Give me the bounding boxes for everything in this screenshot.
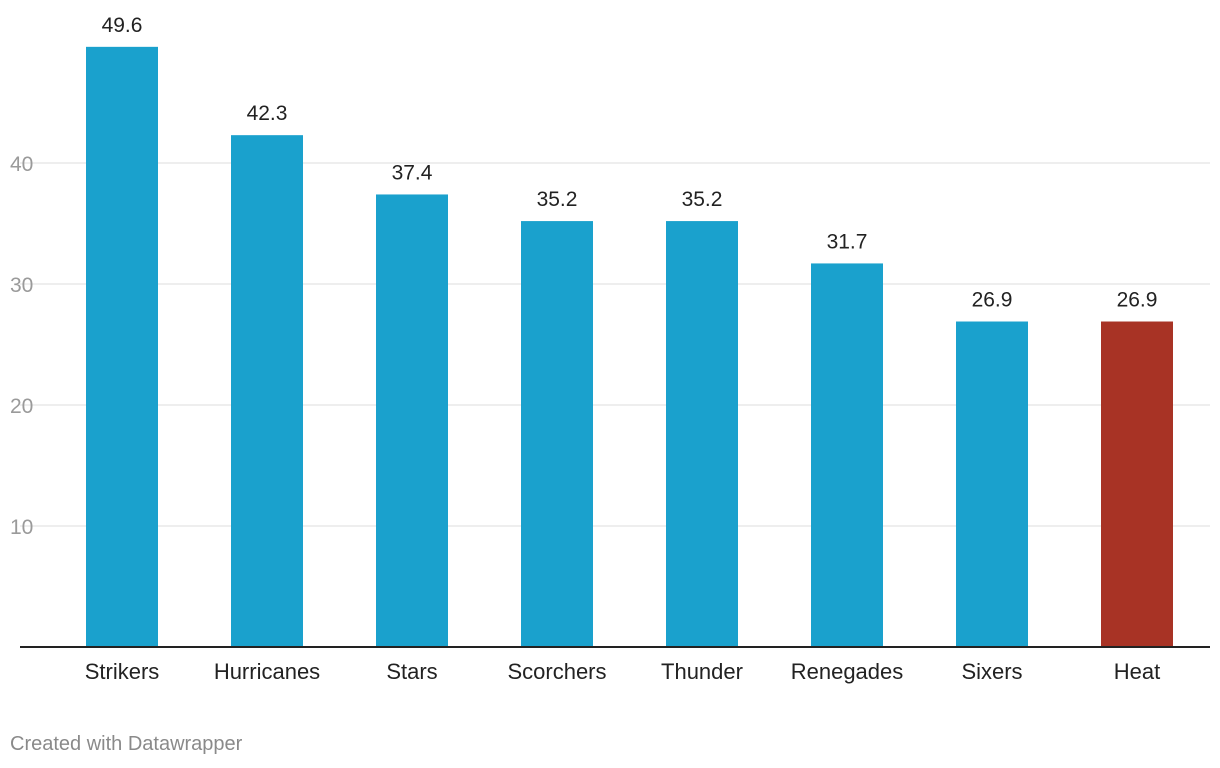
x-label-hurricanes: Hurricanes	[214, 659, 320, 684]
x-label-heat: Heat	[1114, 659, 1160, 684]
value-label-stars: 37.4	[392, 161, 433, 184]
value-label-strikers: 49.6	[102, 14, 143, 37]
x-label-sixers: Sixers	[961, 659, 1022, 684]
bar-heat	[1101, 321, 1173, 647]
bars	[86, 46, 1173, 648]
y-tick-label: 20	[10, 395, 33, 418]
value-label-hurricanes: 42.3	[247, 102, 288, 125]
value-label-scorchers: 35.2	[537, 188, 578, 211]
bar-strikers	[86, 46, 158, 647]
x-axis-labels: Strikers Hurricanes Stars Scorchers Thunder R…	[85, 659, 1161, 684]
datawrapper-credit: Created with Datawrapper	[10, 733, 243, 755]
bar-thunder	[666, 221, 738, 647]
bar-sixers	[956, 321, 1028, 647]
gridlines	[20, 162, 1210, 527]
value-label-heat: 26.9	[1117, 289, 1158, 312]
y-tick-label: 30	[10, 274, 33, 297]
bar-scorchers	[521, 221, 593, 647]
value-label-renegades: 31.7	[827, 230, 868, 253]
y-tick-label: 40	[10, 153, 33, 176]
x-label-thunder: Thunder	[661, 659, 743, 684]
y-axis-ticks: 10 20 30 40	[10, 153, 33, 539]
x-label-scorchers: Scorchers	[507, 659, 606, 684]
x-label-renegades: Renegades	[791, 659, 904, 684]
value-label-thunder: 35.2	[682, 188, 723, 211]
bar-hurricanes	[231, 135, 303, 648]
value-label-sixers: 26.9	[972, 289, 1013, 312]
x-label-strikers: Strikers	[85, 659, 160, 684]
x-label-stars: Stars	[386, 659, 437, 684]
y-tick-label: 10	[10, 516, 33, 539]
bar-stars	[376, 194, 448, 647]
value-labels: 49.6 42.3 37.4 35.2 35.2 31.7 26.9 26.9	[102, 14, 1158, 312]
bar-renegades	[811, 263, 883, 647]
